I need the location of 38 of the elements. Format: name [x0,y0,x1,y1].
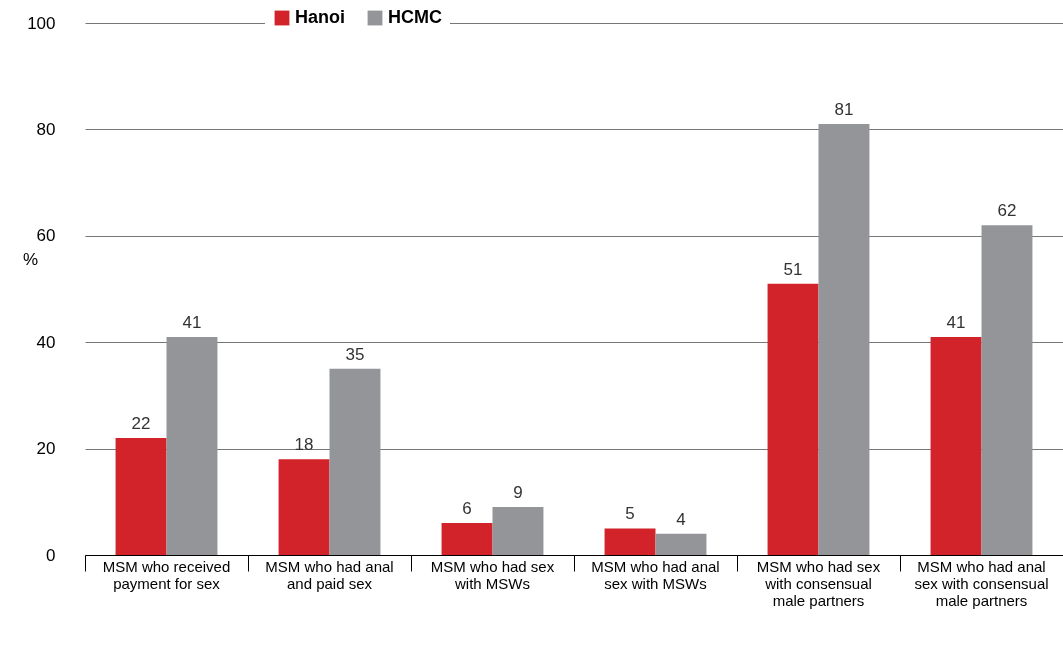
x-tick-label: MSM who had anal sex with MSWs [591,557,720,592]
bar [655,533,707,555]
y-tick-label: 60 [36,226,56,246]
bar [604,528,656,555]
bar [278,459,330,555]
bar [329,368,381,555]
y-tick-label: 0 [46,545,56,565]
data-label: 35 [345,344,365,364]
data-label: 6 [462,499,472,519]
y-tick-label: 100 [27,13,56,33]
data-label: 5 [625,504,635,524]
y-tick-label: 80 [36,119,56,139]
bar [767,283,819,555]
data-label: 81 [834,100,854,120]
data-label: 9 [513,483,523,503]
x-tick-label: MSM who had anal sex with consensual male partners [914,557,1049,609]
data-label: 22 [131,413,151,433]
legend-label: Hanoi [295,7,346,27]
y-axis-title: % [22,249,39,269]
y-tick-label: 40 [36,332,56,352]
x-tick-label: MSM who had anal and paid sex [265,557,394,592]
data-label: 41 [182,312,202,332]
x-tick-label: MSM who had sex with MSWs [430,557,555,592]
bar [930,336,982,555]
bar [981,225,1033,555]
x-tick-label: MSM who received payment for sex [102,557,231,592]
bar [115,437,167,555]
data-label: 4 [676,509,686,529]
x-tick-label: MSM who had sex with consensual male partners [756,557,881,609]
bar [441,523,493,555]
bar [818,124,870,555]
bar [492,507,544,555]
legend-label: HCMC [388,7,442,27]
bar [166,336,218,555]
data-label: 51 [783,259,803,279]
y-tick-label: 20 [36,439,56,459]
data-label: 41 [946,312,966,332]
data-label: 62 [997,201,1017,221]
